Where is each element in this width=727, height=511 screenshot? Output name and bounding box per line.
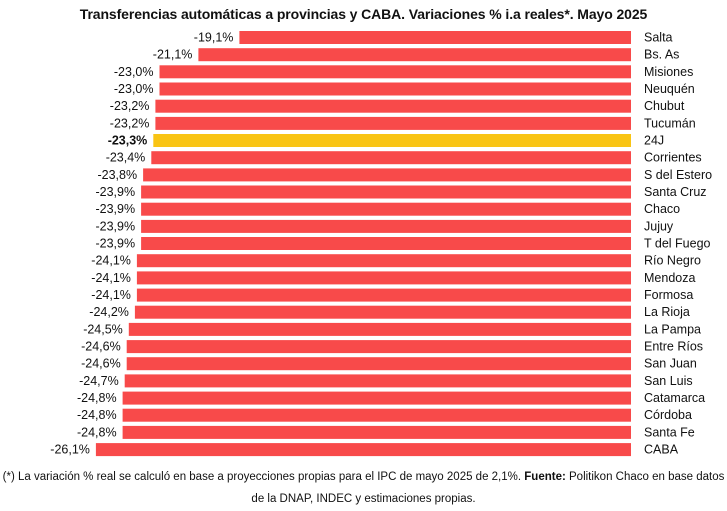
value-label-santa-fe: -24,8% — [77, 425, 117, 439]
value-label-24j: -23,3% — [108, 134, 148, 148]
bar-san-juan — [126, 357, 631, 371]
bar-la-rioja — [134, 305, 631, 319]
category-label-cordoba: Córdoba — [644, 408, 692, 422]
category-label-caba: CABA — [644, 443, 679, 457]
chart-title: Transferencias automáticas a provincias … — [79, 6, 648, 22]
value-label-tucuman: -23,2% — [110, 116, 150, 130]
category-label-chaco: Chaco — [644, 202, 680, 216]
bar-santa-fe — [122, 425, 631, 439]
value-label-san-juan: -24,6% — [81, 357, 121, 371]
bar-s-del-estero — [143, 168, 631, 182]
bar-catamarca — [122, 391, 631, 405]
category-label-neuquen: Neuquén — [644, 82, 695, 96]
value-label-s-del-estero: -23,8% — [97, 168, 137, 182]
bar-misiones — [159, 65, 631, 79]
value-label-la-rioja: -24,2% — [89, 305, 129, 319]
footnote: (*) La variación % real se calculó en ba… — [0, 466, 727, 510]
value-label-salta: -19,1% — [194, 31, 234, 45]
bar-chaco — [141, 202, 631, 216]
value-label-bs-as: -21,1% — [153, 48, 193, 62]
bar-bs-as — [198, 48, 631, 62]
bar-entre-rios — [126, 340, 631, 354]
value-label-corrientes: -23,4% — [106, 151, 146, 165]
value-label-santa-cruz: -23,9% — [95, 185, 135, 199]
source-text: Politikon Chaco en base datos — [565, 471, 725, 483]
bar-caba — [95, 443, 631, 457]
category-label-santa-cruz: Santa Cruz — [644, 185, 707, 199]
bar-t-del-fuego — [141, 237, 631, 250]
value-label-chaco: -23,9% — [95, 202, 135, 216]
category-label-bs-as: Bs. As — [644, 48, 679, 62]
value-label-cordoba: -24,8% — [77, 408, 117, 422]
source-label: Fuente: — [524, 471, 566, 483]
bar-formosa — [136, 288, 631, 302]
footnote-line-1: (*) La variación % real se calculó en ba… — [0, 466, 727, 488]
value-label-formosa: -24,1% — [91, 288, 131, 302]
value-label-misiones: -23,0% — [114, 65, 154, 79]
value-label-neuquen: -23,0% — [114, 82, 154, 96]
bar-san-luis — [124, 374, 631, 388]
bar-24j — [153, 134, 632, 147]
bar-corrientes — [151, 151, 632, 165]
bar-mendoza — [136, 271, 631, 285]
value-label-jujuy: -23,9% — [95, 219, 135, 233]
bar-la-pampa — [128, 322, 632, 336]
value-label-la-pampa: -24,5% — [83, 322, 123, 336]
category-label-santa-fe: Santa Fe — [644, 425, 695, 439]
category-label-t-del-fuego: T del Fuego — [644, 237, 711, 251]
value-label-mendoza: -24,1% — [91, 271, 131, 285]
category-label-catamarca: Catamarca — [644, 391, 705, 405]
bar-chart: -19,1% Salta -21,1% Bs. As -23,0% Misiones -23… — [50, 31, 712, 457]
category-label-24j: 24J — [644, 134, 664, 148]
category-label-san-luis: San Luis — [644, 374, 693, 388]
category-label-corrientes: Corrientes — [644, 151, 702, 165]
category-label-chubut: Chubut — [644, 99, 685, 113]
bar-santa-cruz — [141, 185, 631, 199]
bar-chubut — [155, 99, 631, 113]
bar-jujuy — [141, 219, 631, 233]
value-label-san-luis: -24,7% — [79, 374, 119, 388]
category-label-entre-rios: Entre Ríos — [644, 340, 703, 354]
footnote-line-2: de la DNAP, INDEC y estimaciones propias… — [251, 493, 476, 505]
category-label-s-del-estero: S del Estero — [644, 168, 712, 182]
category-label-san-juan: San Juan — [644, 357, 697, 371]
bar-rio-negro — [136, 254, 631, 268]
value-label-catamarca: -24,8% — [77, 391, 117, 405]
category-label-salta: Salta — [644, 31, 673, 45]
category-label-rio-negro: Río Negro — [644, 254, 701, 268]
category-label-mendoza: Mendoza — [644, 271, 695, 285]
value-label-rio-negro: -24,1% — [91, 254, 131, 268]
category-label-tucuman: Tucumán — [644, 116, 696, 130]
value-label-entre-rios: -24,6% — [81, 340, 121, 354]
value-label-caba: -26,1% — [50, 443, 90, 457]
value-label-t-del-fuego: -23,9% — [95, 237, 135, 251]
category-label-la-pampa: La Pampa — [644, 322, 701, 336]
category-label-la-rioja: La Rioja — [644, 305, 690, 319]
category-label-misiones: Misiones — [644, 65, 693, 79]
category-label-jujuy: Jujuy — [644, 219, 674, 233]
bar-neuquen — [159, 82, 631, 96]
bar-salta — [239, 31, 631, 44]
bar-cordoba — [122, 408, 631, 422]
value-label-chubut: -23,2% — [110, 99, 150, 113]
bar-tucuman — [155, 116, 631, 130]
footnote-text: (*) La variación % real se calculó en ba… — [2, 471, 525, 483]
category-label-formosa: Formosa — [644, 288, 693, 302]
